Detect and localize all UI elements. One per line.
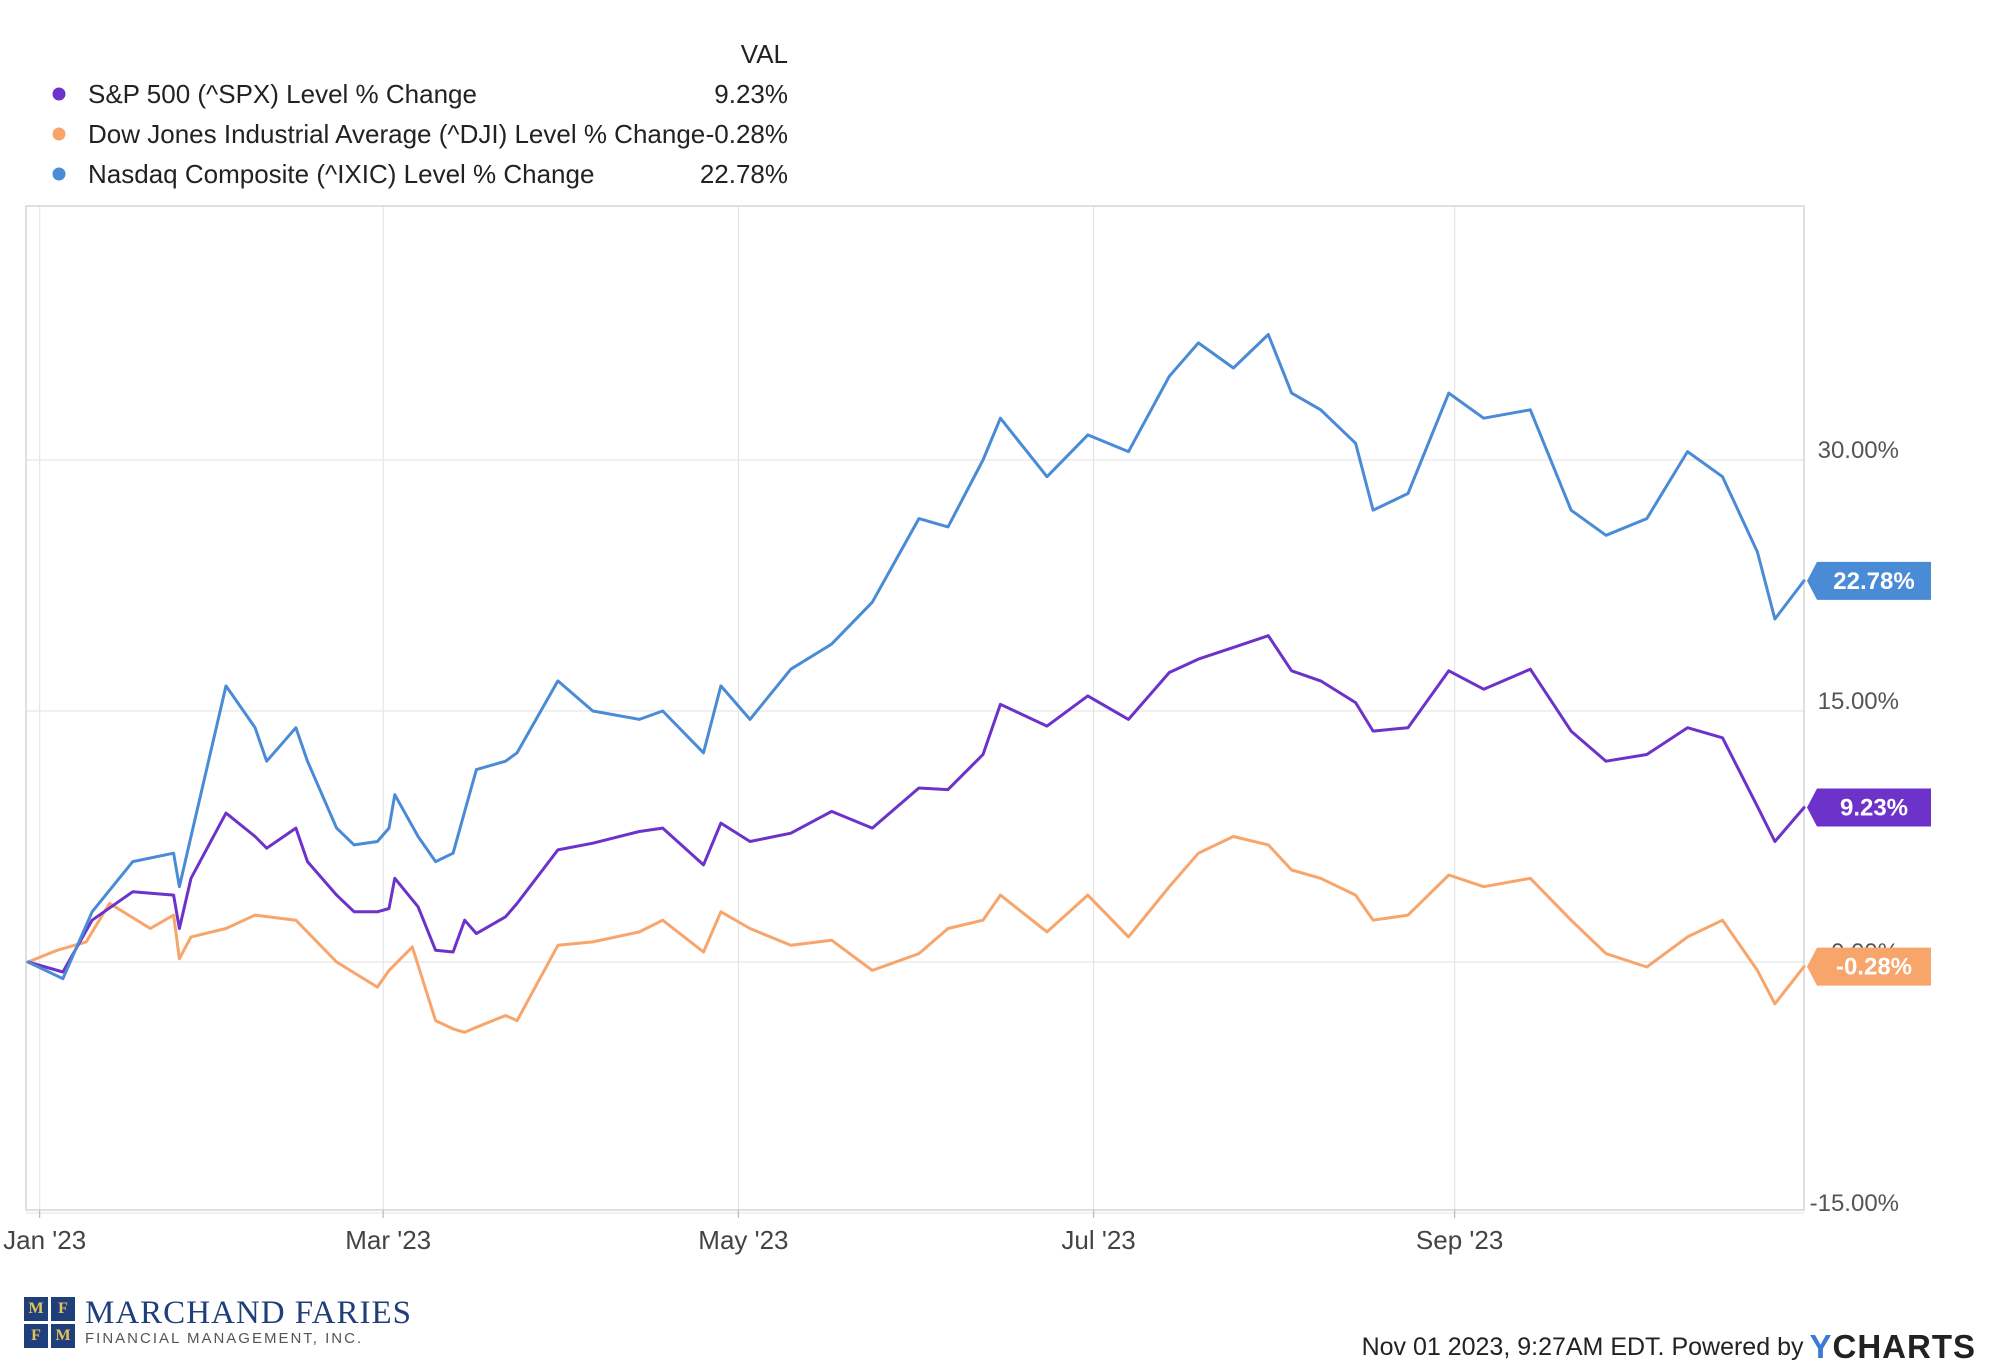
end-value-label: -0.28% bbox=[1836, 954, 1912, 981]
x-tick-label: May '23 bbox=[698, 1225, 788, 1255]
logo-letter: M bbox=[24, 1296, 48, 1321]
legend-marker bbox=[52, 127, 66, 141]
x-tick-label: Sep '23 bbox=[1416, 1225, 1503, 1255]
series-line-1 bbox=[26, 835, 1806, 1034]
end-value-tag bbox=[1807, 947, 1931, 986]
series-line-2 bbox=[26, 333, 1806, 981]
legend-series-name: Dow Jones Industrial Average (^DJI) Leve… bbox=[88, 119, 705, 149]
series-lines bbox=[26, 333, 1806, 1034]
legend-series-value: -0.28% bbox=[706, 119, 788, 149]
x-tick-label: Jan '23 bbox=[3, 1225, 86, 1255]
ycharts-y: Y bbox=[1809, 1328, 1833, 1365]
credit-text: Nov 01 2023, 9:27AM EDT. Powered by bbox=[1361, 1332, 1804, 1361]
legend-marker bbox=[52, 87, 66, 101]
plot-frame bbox=[25, 205, 1805, 1211]
legend: VAL S&P 500 (^SPX) Level % Change 9.23% Do… bbox=[52, 39, 788, 189]
company-logo: M F F M MARCHAND FARIES FINANCIAL MANAGE… bbox=[24, 1295, 412, 1349]
y-tick-label: -15.00% bbox=[1810, 1190, 1899, 1217]
company-subtitle: FINANCIAL MANAGEMENT, INC. bbox=[85, 1330, 364, 1347]
company-name: MARCHAND FARIES bbox=[85, 1295, 413, 1331]
x-tick-label: Jul '23 bbox=[1061, 1225, 1135, 1255]
legend-series-value: 9.23% bbox=[714, 79, 788, 109]
grid bbox=[26, 206, 1804, 1214]
end-value-tag bbox=[1807, 561, 1931, 600]
y-tick-label: 30.00% bbox=[1818, 437, 1899, 464]
y-axis: 30.00%15.00%0.00%-15.00% bbox=[1810, 437, 1899, 1217]
end-value-tags: 9.23% -0.28% 22.78% bbox=[1807, 561, 1931, 986]
y-tick-label: 15.00% bbox=[1818, 688, 1899, 715]
legend-series-name: S&P 500 (^SPX) Level % Change bbox=[88, 79, 477, 109]
end-value-label: 22.78% bbox=[1833, 568, 1914, 595]
ycharts-logo[interactable]: YCHARTS bbox=[1809, 1328, 1976, 1366]
end-value-label: 9.23% bbox=[1840, 795, 1908, 822]
series-line-0 bbox=[26, 634, 1806, 974]
legend-series-value: 22.78% bbox=[700, 159, 788, 189]
logo-letter: M bbox=[51, 1323, 75, 1348]
logo-mark: M F F M bbox=[24, 1296, 75, 1348]
logo-letter: F bbox=[51, 1296, 75, 1321]
ycharts-rest: CHARTS bbox=[1832, 1328, 1976, 1365]
x-axis: Jan '23 Mar '23 May '23 Jul '23 Sep '23 bbox=[3, 1210, 1503, 1255]
logo-letter: F bbox=[24, 1323, 48, 1348]
end-value-tag bbox=[1807, 788, 1931, 827]
legend-column-header: VAL bbox=[741, 39, 788, 69]
legend-series-name: Nasdaq Composite (^IXIC) Level % Change bbox=[88, 159, 594, 189]
x-tick-label: Mar '23 bbox=[345, 1225, 431, 1255]
chart-credit: Nov 01 2023, 9:27AM EDT. Powered by YCHA… bbox=[1362, 1328, 1976, 1366]
legend-marker bbox=[52, 167, 66, 181]
